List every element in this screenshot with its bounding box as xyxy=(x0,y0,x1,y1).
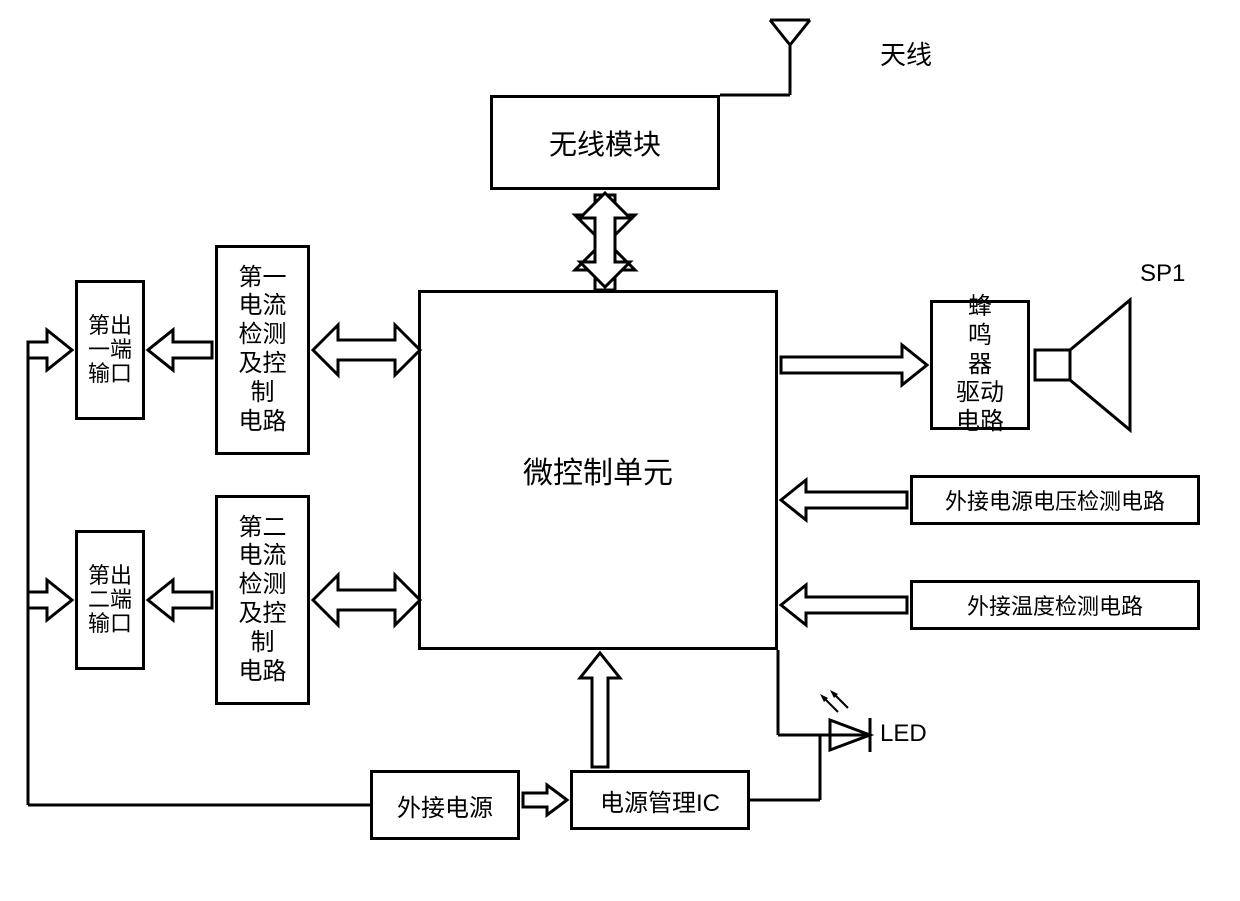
connectors xyxy=(0,0,1240,901)
arrow-current1-mcu xyxy=(313,325,420,375)
arrow-wireless-mcu-v xyxy=(580,193,630,287)
arrow-exttemp-mcu xyxy=(781,585,907,625)
arrow-current1-out1-fix xyxy=(148,330,212,370)
arrow-in-out2 xyxy=(28,580,72,620)
power-rail xyxy=(28,350,370,805)
speaker-icon xyxy=(1035,300,1130,430)
arrow-extpower-pmic xyxy=(523,785,567,815)
arrow-current2-mcu xyxy=(313,575,420,625)
arrow-current2-out2 xyxy=(148,580,212,620)
antenna-icon xyxy=(720,20,810,95)
arrow-mcu-buzzer xyxy=(781,345,927,385)
led-icon xyxy=(750,650,870,800)
arrow-pmic-mcu xyxy=(580,653,620,767)
arrow-extvoltage-mcu xyxy=(781,480,907,520)
arrow-in-out1 xyxy=(28,330,72,370)
